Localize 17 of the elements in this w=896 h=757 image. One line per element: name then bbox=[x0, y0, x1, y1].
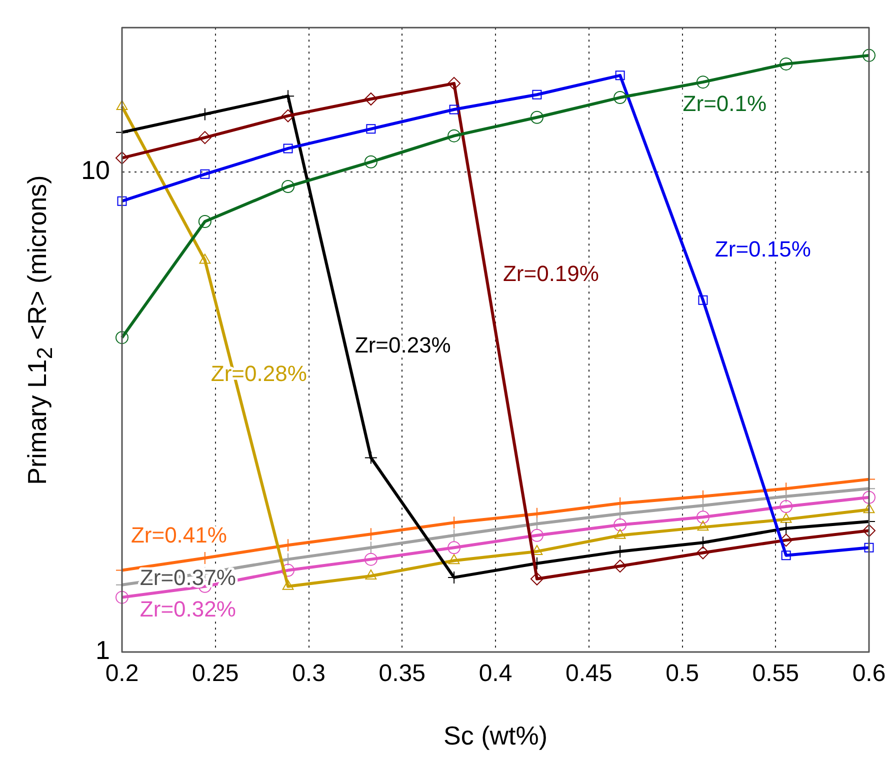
x-tick-label: 0.25 bbox=[192, 660, 239, 688]
x-tick-label: 0.55 bbox=[752, 660, 799, 688]
series-label: Zr=0.37% bbox=[140, 564, 236, 590]
x-tick-label: 0.45 bbox=[566, 660, 612, 688]
series-label: Zr=0.41% bbox=[130, 522, 227, 548]
y-tick-label: 10 bbox=[81, 155, 110, 186]
x-axis-title: Sc (wt%) bbox=[444, 720, 548, 751]
x-tick-label: 0.35 bbox=[378, 660, 426, 688]
x-tick-label: 0.6 bbox=[852, 660, 886, 688]
x-tick-label: 0.3 bbox=[292, 660, 326, 688]
x-tick-label: 0.5 bbox=[666, 660, 699, 688]
series-label: Zr=0.19% bbox=[502, 260, 599, 286]
series-label: Zr=0.1% bbox=[682, 91, 767, 116]
series-label: Zr=0.32% bbox=[140, 596, 236, 622]
x-tick-label: 0.4 bbox=[478, 660, 512, 688]
series-label: Zr=0.23% bbox=[354, 332, 451, 358]
series-label: Zr=0.15% bbox=[714, 236, 811, 262]
